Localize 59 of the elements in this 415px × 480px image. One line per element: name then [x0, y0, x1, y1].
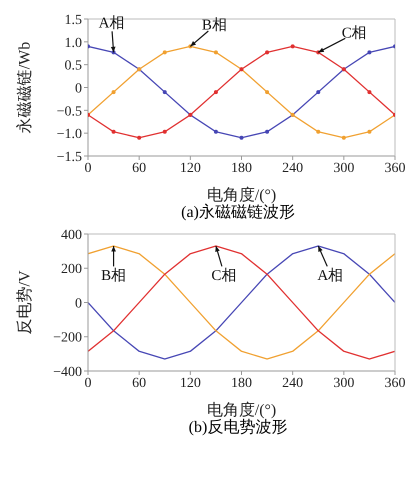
y-axis-title: 永磁磁链/Wb [16, 42, 34, 134]
point [162, 130, 167, 134]
y-tick-label: 0.5 [64, 58, 82, 74]
x-axis-title: 电角度/(°) [206, 186, 276, 204]
series-label: C相 [211, 266, 236, 284]
point [265, 130, 270, 134]
point [214, 130, 218, 134]
point [316, 90, 320, 94]
y-tick-label: −1.0 [56, 127, 82, 142]
series-label: A相 [98, 14, 125, 32]
x-tick-label: 60 [132, 376, 146, 391]
x-tick-label: 180 [231, 376, 252, 391]
series-label: B相 [101, 266, 126, 284]
x-tick-label: 60 [132, 160, 146, 176]
text: (b)反电势波形 [188, 418, 288, 438]
y-tick-label: 200 [61, 262, 82, 278]
point [240, 136, 244, 140]
y-tick-label: −0.5 [56, 104, 82, 120]
y-tick-label: 0 [75, 296, 82, 312]
point [290, 44, 295, 48]
y-tick-label: 400 [61, 228, 82, 243]
point [316, 130, 320, 134]
y-axis-title: 反电势/V [16, 270, 34, 334]
x-tick-label: 120 [180, 160, 201, 176]
point [214, 90, 218, 94]
point [265, 50, 270, 54]
point [367, 130, 372, 134]
point [214, 50, 218, 54]
point [162, 50, 167, 54]
series-label: C相 [342, 24, 367, 42]
point [367, 90, 372, 94]
point [265, 90, 270, 94]
x-tick-label: 180 [231, 160, 252, 176]
y-tick-label: −1.5 [56, 150, 82, 165]
x-axis-title: 电角度/(°) [206, 401, 276, 419]
series-label: A相 [317, 266, 344, 284]
point [162, 90, 167, 94]
y-tick-label: 1.0 [64, 36, 82, 51]
line-series [88, 245, 395, 360]
x-tick-label: 300 [333, 160, 354, 176]
y-tick-label: 0 [75, 81, 82, 96]
series-label: B相 [202, 16, 227, 34]
x-tick-label: 360 [384, 160, 406, 176]
x-tick-label: 0 [84, 160, 92, 176]
y-tick-label: 1.5 [64, 12, 82, 28]
point [112, 130, 116, 134]
point [342, 136, 346, 140]
x-tick-label: 240 [282, 376, 304, 391]
point [112, 90, 116, 94]
y-tick-label: −200 [53, 330, 82, 346]
x-tick-label: 240 [282, 160, 304, 176]
x-tick-label: 120 [180, 376, 201, 391]
point [367, 50, 372, 54]
point [137, 136, 142, 140]
y-tick-label: −400 [53, 364, 82, 380]
x-tick-label: 360 [384, 376, 406, 391]
text: (a)永磁磁链波形 [180, 204, 296, 223]
x-tick-label: 0 [84, 376, 92, 391]
x-tick-label: 300 [333, 376, 354, 391]
